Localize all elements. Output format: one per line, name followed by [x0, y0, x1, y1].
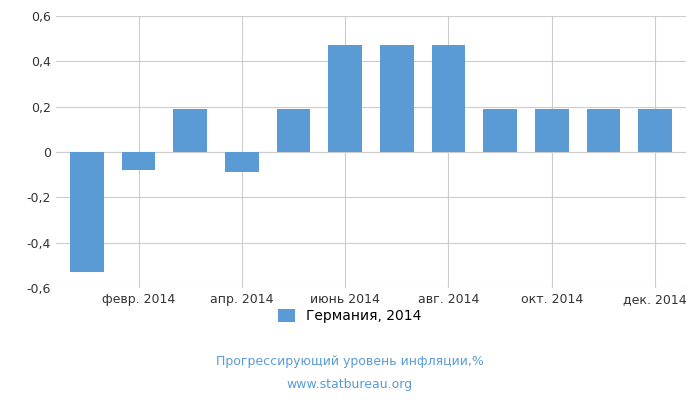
Bar	[122, 152, 155, 170]
Legend: Германия, 2014: Германия, 2014	[279, 309, 421, 323]
Bar	[174, 109, 207, 152]
Bar	[380, 46, 414, 152]
Bar	[276, 109, 310, 152]
Text: Прогрессирующий уровень инфляции,%: Прогрессирующий уровень инфляции,%	[216, 356, 484, 368]
Bar	[328, 46, 362, 152]
Bar	[587, 109, 620, 152]
Bar	[432, 46, 466, 152]
Bar	[535, 109, 568, 152]
Bar	[70, 152, 104, 272]
Bar	[225, 152, 259, 172]
Bar	[483, 109, 517, 152]
Text: www.statbureau.org: www.statbureau.org	[287, 378, 413, 391]
Bar	[638, 109, 672, 152]
